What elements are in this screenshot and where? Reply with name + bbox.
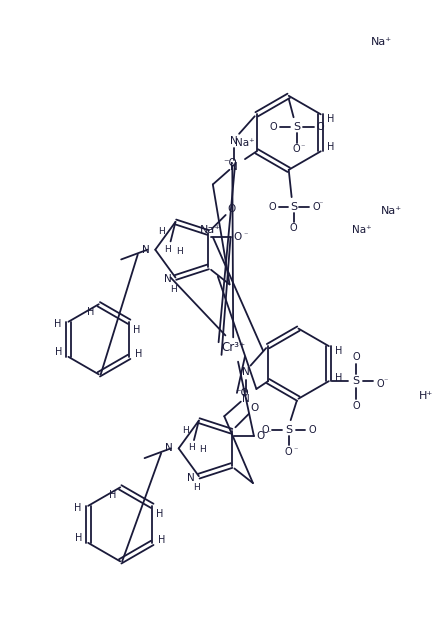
Text: H: H <box>158 535 166 545</box>
Text: H: H <box>176 247 183 255</box>
Text: H: H <box>156 509 164 518</box>
Text: O: O <box>257 431 265 441</box>
Text: ⁻: ⁻ <box>319 200 323 208</box>
Text: ⁻: ⁻ <box>383 377 388 386</box>
Text: O: O <box>352 401 360 411</box>
Text: H: H <box>87 307 95 317</box>
Text: O: O <box>312 202 320 212</box>
Text: H: H <box>55 347 62 357</box>
Text: H: H <box>158 227 165 236</box>
Text: ⁻O: ⁻O <box>223 158 237 168</box>
Text: ⁻: ⁻ <box>293 445 298 454</box>
Text: N: N <box>164 274 171 284</box>
Text: S: S <box>293 122 300 132</box>
Text: H: H <box>135 349 142 359</box>
Text: H: H <box>182 426 189 435</box>
Text: H: H <box>133 324 141 334</box>
Text: O: O <box>269 122 277 132</box>
Text: H: H <box>170 285 177 294</box>
Text: Na⁺: Na⁺ <box>371 37 392 47</box>
Text: N: N <box>230 162 238 172</box>
Text: H: H <box>194 483 200 493</box>
Text: H: H <box>327 114 334 124</box>
Text: S: S <box>290 202 297 212</box>
Text: H: H <box>187 443 194 453</box>
Text: N: N <box>242 394 249 404</box>
Text: ⁻O: ⁻O <box>235 388 249 398</box>
Text: H⁺: H⁺ <box>419 391 433 401</box>
Text: O: O <box>251 403 259 413</box>
Text: Na⁺: Na⁺ <box>381 206 401 216</box>
Text: Na⁺: Na⁺ <box>235 138 255 148</box>
Text: N: N <box>142 245 149 255</box>
Text: O: O <box>290 223 297 233</box>
Text: ⁻: ⁻ <box>243 230 247 239</box>
Text: Na⁺: Na⁺ <box>352 225 372 235</box>
Text: O: O <box>233 232 242 242</box>
Text: H: H <box>109 490 116 500</box>
Text: N: N <box>187 473 195 483</box>
Text: H: H <box>54 319 61 329</box>
Text: O: O <box>377 379 384 389</box>
Text: H: H <box>164 245 171 254</box>
Text: H: H <box>327 143 334 152</box>
Text: ⁻: ⁻ <box>266 429 271 438</box>
Text: N: N <box>242 367 249 377</box>
Text: S: S <box>352 376 360 386</box>
Text: H: H <box>335 346 342 356</box>
Text: O: O <box>316 122 324 132</box>
Text: H: H <box>335 373 342 383</box>
Text: Cr³⁺: Cr³⁺ <box>221 341 245 354</box>
Text: O: O <box>352 352 360 362</box>
Text: O: O <box>268 202 276 212</box>
Text: N: N <box>165 443 173 453</box>
Text: O: O <box>308 425 316 435</box>
Text: O: O <box>227 204 236 214</box>
Text: H: H <box>74 503 81 513</box>
Text: O: O <box>285 448 293 457</box>
Text: H: H <box>75 533 82 543</box>
Text: H: H <box>199 445 206 454</box>
Text: ⁻: ⁻ <box>300 142 304 151</box>
Text: O: O <box>262 425 269 435</box>
Text: N: N <box>230 136 238 146</box>
Text: O: O <box>293 145 301 155</box>
Text: S: S <box>285 425 292 435</box>
Text: Na⁺: Na⁺ <box>200 225 221 235</box>
